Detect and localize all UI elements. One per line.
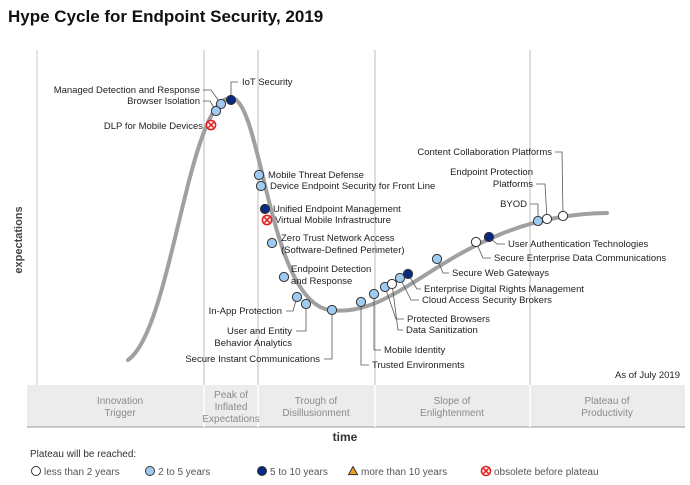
leader-line bbox=[391, 283, 403, 331]
technology-label: Device Endpoint Security for Front Line bbox=[270, 181, 435, 192]
leader-line bbox=[475, 241, 491, 259]
leader-line bbox=[230, 81, 238, 100]
diagram-title: Hype Cycle for Endpoint Security, 2019 bbox=[8, 7, 323, 26]
phase-band bbox=[27, 385, 685, 427]
technology-label: Zero Trust Network Access (Software-Defin… bbox=[281, 233, 405, 256]
technology-marker[interactable] bbox=[210, 105, 222, 117]
phase-label: Innovation Trigger bbox=[97, 396, 143, 419]
technology-label: Data Sanitization bbox=[406, 325, 478, 336]
technology-marker[interactable] bbox=[253, 169, 265, 181]
leader-line bbox=[555, 151, 564, 217]
technology-label: BYOD bbox=[500, 199, 527, 210]
leader-line bbox=[203, 89, 222, 105]
technology-marker[interactable] bbox=[470, 236, 482, 248]
legend-marker bbox=[480, 465, 492, 477]
technology-label: IoT Security bbox=[242, 77, 293, 88]
leader-line bbox=[530, 203, 539, 221]
technology-label: User and Entity Behavior Analytics bbox=[214, 326, 292, 349]
technology-label: Browser Isolation bbox=[127, 96, 200, 107]
technology-marker[interactable] bbox=[355, 296, 367, 308]
phase-label: Peak of Inflated Expectations bbox=[202, 390, 259, 425]
legend-marker bbox=[31, 466, 41, 476]
x-axis-label: time bbox=[333, 430, 358, 444]
technology-marker[interactable] bbox=[326, 304, 338, 316]
phase-label: Plateau of Productivity bbox=[581, 396, 633, 419]
hype-curve bbox=[126, 95, 609, 362]
technology-marker[interactable] bbox=[225, 94, 237, 106]
leader-line bbox=[384, 286, 404, 320]
legend-marker bbox=[347, 465, 359, 476]
phase-dividers bbox=[203, 50, 531, 427]
technology-marker[interactable] bbox=[205, 119, 217, 131]
technology-marker[interactable] bbox=[394, 272, 406, 284]
technology-label: Managed Detection and Response bbox=[54, 85, 200, 96]
technology-label: Secure Instant Communications bbox=[185, 354, 320, 365]
legend-label: obsolete before plateau bbox=[494, 467, 599, 478]
technology-marker[interactable] bbox=[368, 288, 380, 300]
technology-label: Cloud Access Security Brokers bbox=[422, 295, 552, 306]
technology-marker[interactable] bbox=[259, 203, 271, 215]
technology-label: User Authentication Technologies bbox=[508, 239, 649, 250]
legend-label: 5 to 10 years bbox=[270, 467, 328, 478]
technology-label: Mobile Identity bbox=[384, 345, 446, 356]
leader-line bbox=[536, 183, 548, 220]
technology-marker[interactable] bbox=[402, 268, 414, 280]
leader-line bbox=[324, 310, 333, 360]
phase-label: Trough of Disillusionment bbox=[282, 396, 349, 419]
legend-marker bbox=[145, 466, 155, 476]
technology-marker[interactable] bbox=[483, 231, 495, 243]
technology-label: DLP for Mobile Devices bbox=[104, 121, 203, 132]
phase-labels: Innovation Trigger Peak of Inflated Expectat… bbox=[97, 390, 633, 425]
legend-label: less than 2 years bbox=[44, 467, 120, 478]
leader-line bbox=[399, 277, 419, 301]
phase-label: Slope of Enlightenment bbox=[420, 396, 484, 419]
legend: less than 2 years 2 to 5 years 5 to 10 yea… bbox=[31, 465, 599, 478]
legend-label: 2 to 5 years bbox=[158, 467, 210, 478]
technology-label: Unified Endpoint Management bbox=[273, 204, 401, 215]
technology-label: In-App Protection bbox=[209, 306, 282, 317]
technology-marker[interactable] bbox=[300, 298, 312, 310]
technology-marker[interactable] bbox=[557, 210, 569, 222]
technology-label: Virtual Mobile Infrastructure bbox=[275, 215, 391, 226]
technology-marker[interactable] bbox=[431, 253, 443, 265]
technology-label: Protected Browsers bbox=[407, 314, 490, 325]
technology-marker[interactable] bbox=[386, 278, 398, 290]
technology-label: Content Collaboration Platforms bbox=[417, 147, 552, 158]
y-axis-label: expectations bbox=[13, 206, 25, 273]
technology-label: Secure Enterprise Data Communications bbox=[494, 253, 666, 264]
leader-line bbox=[407, 273, 421, 290]
leader-line bbox=[296, 304, 307, 332]
technology-marker[interactable] bbox=[261, 214, 273, 226]
technology-label: Endpoint Protection Platforms bbox=[450, 167, 533, 190]
technology-label: Enterprise Digital Rights Management bbox=[424, 284, 584, 295]
technology-marker[interactable] bbox=[541, 213, 553, 225]
legend-marker bbox=[257, 466, 267, 476]
as-of-date: As of July 2019 bbox=[615, 370, 680, 381]
technology-label: Secure Web Gateways bbox=[452, 268, 549, 279]
leader-line bbox=[373, 294, 381, 351]
technology-marker[interactable] bbox=[291, 291, 303, 303]
technology-label: Endpoint Detection and Response bbox=[291, 264, 371, 287]
technology-marker[interactable] bbox=[266, 237, 278, 249]
technology-label: Trusted Environments bbox=[372, 360, 465, 371]
technology-marker[interactable] bbox=[532, 215, 544, 227]
legend-label: more than 10 years bbox=[361, 467, 447, 478]
technology-marker[interactable] bbox=[215, 98, 227, 110]
technology-marker[interactable] bbox=[278, 271, 290, 283]
technology-marker[interactable] bbox=[255, 180, 267, 192]
technology-markers bbox=[205, 94, 569, 316]
leader-line bbox=[360, 302, 369, 366]
technology-label: Mobile Threat Defense bbox=[268, 170, 364, 181]
legend-title: Plateau will be reached: bbox=[30, 449, 136, 460]
